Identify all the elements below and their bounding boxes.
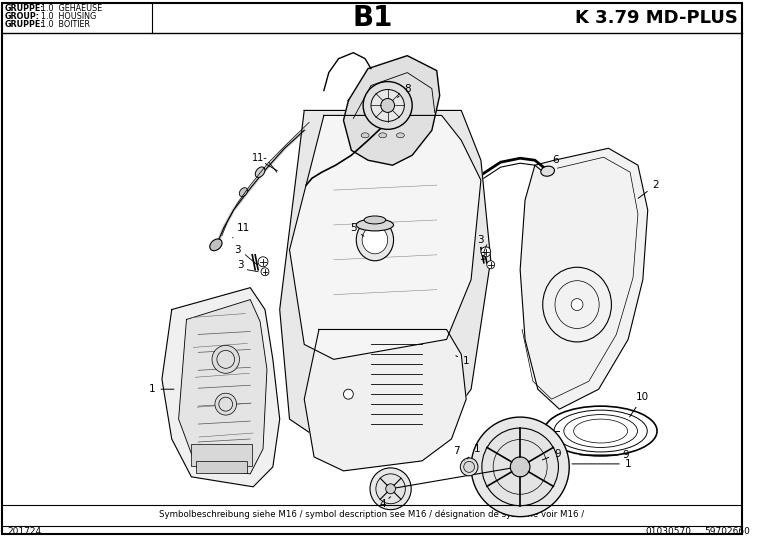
- Ellipse shape: [379, 133, 386, 138]
- Ellipse shape: [510, 457, 530, 477]
- Ellipse shape: [555, 281, 599, 329]
- Ellipse shape: [255, 167, 265, 177]
- Ellipse shape: [344, 389, 353, 399]
- Text: 1: 1: [149, 384, 174, 394]
- Ellipse shape: [371, 90, 405, 121]
- Text: 59702660: 59702660: [704, 527, 751, 536]
- Polygon shape: [280, 111, 491, 449]
- Ellipse shape: [464, 461, 474, 473]
- Ellipse shape: [363, 82, 412, 129]
- Ellipse shape: [370, 468, 411, 510]
- Ellipse shape: [239, 187, 247, 197]
- Text: 1: 1: [467, 444, 480, 459]
- Text: 5: 5: [350, 223, 364, 236]
- Ellipse shape: [261, 268, 269, 275]
- Text: 2: 2: [638, 180, 659, 198]
- Ellipse shape: [386, 484, 395, 494]
- Ellipse shape: [541, 166, 555, 176]
- Polygon shape: [162, 288, 280, 487]
- Ellipse shape: [482, 428, 559, 506]
- Ellipse shape: [471, 417, 569, 517]
- Text: 3: 3: [237, 260, 244, 270]
- Text: 6: 6: [547, 155, 559, 166]
- Bar: [197, 461, 247, 473]
- Ellipse shape: [362, 226, 388, 254]
- Text: 8: 8: [398, 84, 411, 98]
- Ellipse shape: [376, 474, 405, 504]
- Text: 11: 11: [232, 223, 250, 238]
- Ellipse shape: [543, 267, 612, 342]
- Polygon shape: [289, 115, 481, 359]
- Text: GRUPPE:: GRUPPE:: [5, 4, 45, 13]
- Text: Symbolbeschreibung siehe M16 / symbol description see M16 / désignation de systè: Symbolbeschreibung siehe M16 / symbol de…: [159, 510, 584, 519]
- Text: 10: 10: [630, 392, 650, 417]
- Text: 1.0  GEHAEUSE: 1.0 GEHAEUSE: [41, 4, 102, 13]
- Text: 11-: 11-: [252, 153, 268, 163]
- Text: 7: 7: [453, 446, 465, 461]
- Bar: [191, 444, 252, 466]
- Text: 3: 3: [477, 235, 484, 245]
- Text: 4: 4: [380, 497, 391, 509]
- Ellipse shape: [487, 261, 495, 268]
- Ellipse shape: [364, 216, 386, 224]
- Text: 1.0  HOUSING: 1.0 HOUSING: [41, 12, 96, 21]
- Ellipse shape: [396, 133, 405, 138]
- Polygon shape: [178, 300, 267, 474]
- Ellipse shape: [219, 397, 232, 411]
- Ellipse shape: [212, 345, 240, 373]
- Text: 3: 3: [235, 245, 241, 255]
- Text: K 3.79 MD-PLUS: K 3.79 MD-PLUS: [575, 9, 738, 27]
- Ellipse shape: [554, 410, 647, 452]
- Polygon shape: [344, 56, 439, 165]
- Polygon shape: [304, 330, 466, 471]
- Text: 01030570: 01030570: [646, 527, 691, 536]
- Ellipse shape: [460, 458, 478, 476]
- Ellipse shape: [544, 406, 657, 456]
- Ellipse shape: [481, 247, 491, 257]
- Text: 201724: 201724: [8, 527, 42, 536]
- Polygon shape: [520, 148, 647, 409]
- Text: 9: 9: [543, 449, 561, 460]
- Ellipse shape: [217, 350, 235, 368]
- Ellipse shape: [356, 219, 394, 261]
- Text: GROUP:: GROUP:: [5, 12, 40, 21]
- Text: GRUPPE:: GRUPPE:: [5, 20, 45, 30]
- Text: 1: 1: [456, 355, 470, 366]
- Ellipse shape: [574, 419, 628, 443]
- Ellipse shape: [381, 98, 395, 112]
- Text: 1: 1: [572, 459, 631, 469]
- Text: 9: 9: [580, 450, 629, 460]
- Text: 3: 3: [480, 252, 487, 262]
- Text: 1.0  BOITIER: 1.0 BOITIER: [41, 20, 90, 30]
- Ellipse shape: [215, 393, 237, 415]
- Ellipse shape: [356, 219, 394, 231]
- Ellipse shape: [258, 257, 268, 267]
- Ellipse shape: [361, 133, 369, 138]
- Ellipse shape: [572, 299, 583, 310]
- Ellipse shape: [564, 415, 638, 447]
- Ellipse shape: [209, 239, 222, 251]
- Text: B1: B1: [353, 4, 393, 32]
